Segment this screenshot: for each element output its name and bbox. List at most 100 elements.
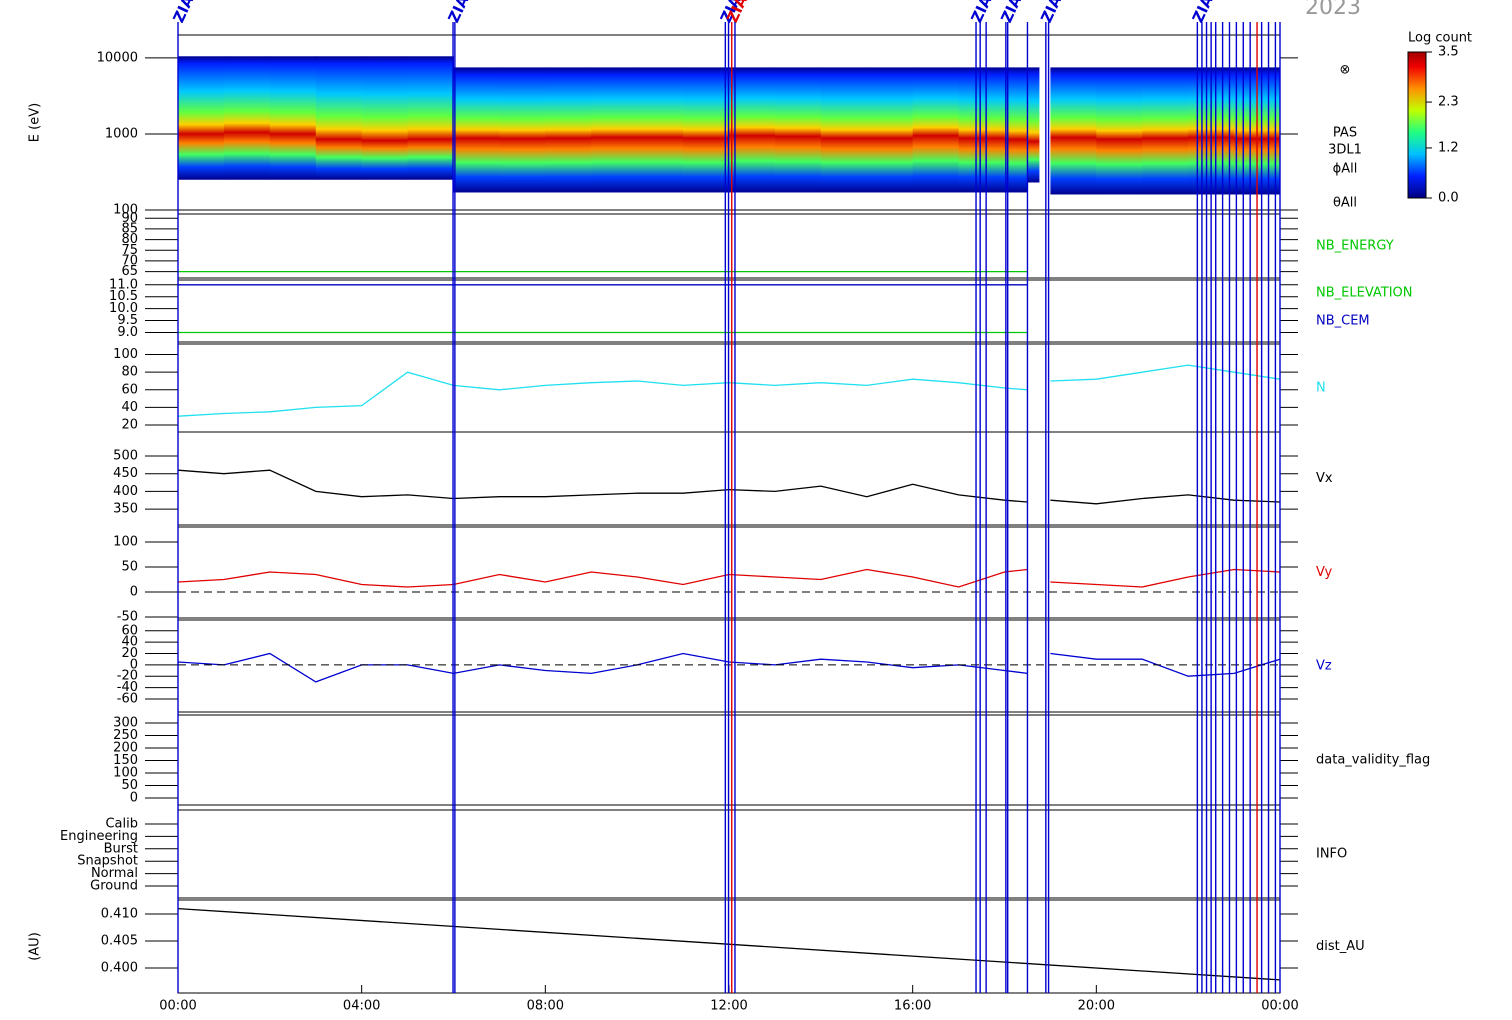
panel-label: INFO (1316, 847, 1347, 862)
y-tick-label: -50 (117, 610, 138, 625)
y-tick-label: 85 (121, 221, 138, 236)
spectrogram-column (683, 67, 730, 193)
y-tick-label: 40 (121, 635, 138, 650)
spectrogram-column (545, 67, 592, 193)
panel-label: data_validity_flag (1316, 753, 1430, 768)
y-tick-label: 0 (130, 585, 138, 600)
y-tick-label: 20 (121, 646, 138, 661)
spectrogram-column (1142, 67, 1189, 195)
y-tick-label: 9.0 (117, 325, 138, 340)
event-label: ZIAS (1189, 0, 1222, 26)
y-tick-label: 50 (121, 560, 138, 575)
y-tick-label: 50 (121, 778, 138, 793)
event-label: ZIAS (997, 0, 1030, 26)
colorbar-tick-label: 0.0 (1438, 191, 1459, 206)
y-tick-label: 70 (121, 253, 138, 268)
y-tick-label: 1000 (105, 126, 138, 141)
y-tick-label: 80 (121, 365, 138, 380)
y-tick-label: 450 (113, 466, 138, 481)
series-label: N (1316, 381, 1326, 396)
y-tick-label: 100 (113, 347, 138, 362)
y-tick-label: 9.5 (117, 313, 138, 328)
y-tick-label: 40 (121, 400, 138, 415)
spectrogram-column (866, 67, 914, 193)
spectrogram-column (591, 67, 638, 193)
y-tick-label: 60 (121, 382, 138, 397)
series-label: NB_CEM (1316, 314, 1370, 329)
spectrogram-column (453, 67, 500, 193)
spectrogram-column (1280, 67, 1326, 194)
x-tick-label: 00:00 (159, 999, 196, 1014)
y-tick-label: 75 (121, 243, 138, 258)
spectrogram-column (1096, 67, 1143, 195)
y-axis-label: (AU) (28, 932, 43, 961)
series-line (178, 469, 1280, 505)
x-tick-label: 12:00 (710, 999, 747, 1014)
y-axis-label: E (eV) (28, 103, 43, 142)
y-tick-label: 10000 (97, 50, 138, 65)
year: 2023 (1305, 0, 1361, 20)
y-tick-label: 0.400 (101, 961, 138, 976)
spectrogram-column (178, 56, 225, 180)
y-tick-label: 0.410 (101, 907, 138, 922)
colorbar-title: Log count (1408, 31, 1472, 46)
y-tick-label: 100 (113, 535, 138, 550)
y-tick-label: -40 (117, 680, 138, 695)
colorbar-tick-label: 1.2 (1438, 140, 1459, 155)
spectrogram-column (315, 56, 363, 180)
y-tick-label: 11.0 (109, 277, 138, 292)
spectrogram-column (637, 67, 684, 193)
category-label: Snapshot (77, 854, 138, 869)
event-label: ZIAS (169, 0, 202, 26)
spectrogram-column (729, 67, 776, 193)
category-label: Calib (105, 817, 138, 832)
spectrogram-column (958, 67, 1005, 193)
y-tick-label: 10.5 (109, 289, 138, 304)
y-tick-label: 100 (113, 203, 138, 218)
instrument-annotation: 3DL1 (1328, 143, 1362, 158)
y-tick-label: 500 (113, 449, 138, 464)
series-label: dist_AU (1316, 939, 1365, 954)
category-label: Ground (90, 879, 138, 894)
spectrogram-column (223, 56, 271, 180)
y-tick-label: -20 (117, 669, 138, 684)
y-tick-label: 100 (113, 766, 138, 781)
series-line (178, 364, 1280, 417)
colorbar-tick-label: 2.3 (1438, 95, 1459, 110)
y-tick-label: 20 (121, 417, 138, 432)
series-label: Vy (1316, 565, 1333, 580)
spectrogram-column (1004, 67, 1028, 193)
colorbar-tick-label: 3.5 (1438, 45, 1459, 60)
y-tick-label: 150 (113, 753, 138, 768)
series-label: Vz (1316, 659, 1332, 674)
spectrogram-column (269, 56, 317, 180)
spectrogram-column (1027, 67, 1040, 183)
spectrogram-column (1050, 67, 1097, 195)
y-tick-label: 60 (121, 623, 138, 638)
y-tick-label: -60 (117, 691, 138, 706)
series-label: Vx (1316, 471, 1333, 486)
series-line (178, 652, 1280, 683)
event-label: ZIAS (1037, 0, 1070, 26)
x-tick-label: 20:00 (1078, 999, 1115, 1014)
y-tick-label: 80 (121, 232, 138, 247)
spectrogram-column (774, 67, 822, 193)
instrument-annotation: θAll (1333, 196, 1357, 211)
event-label: ZIAS (444, 0, 477, 26)
x-tick-label: 04:00 (343, 999, 380, 1014)
y-tick-label: 10.0 (109, 301, 138, 316)
category-label: Normal (91, 866, 138, 881)
y-tick-label: 0 (130, 657, 138, 672)
y-tick-label: 350 (113, 502, 138, 517)
spectrogram-column (361, 56, 409, 180)
y-tick-label: 200 (113, 741, 138, 756)
instrument-annotation: ⊗ (1340, 63, 1351, 78)
y-tick-label: 250 (113, 728, 138, 743)
instrument-annotation: ϕAll (1333, 162, 1358, 177)
spectrogram-column (407, 56, 454, 180)
event-label: ZIAS (967, 0, 1000, 26)
series-label: NB_ELEVATION (1316, 286, 1413, 301)
x-tick-label: 00:00 (1261, 999, 1298, 1014)
